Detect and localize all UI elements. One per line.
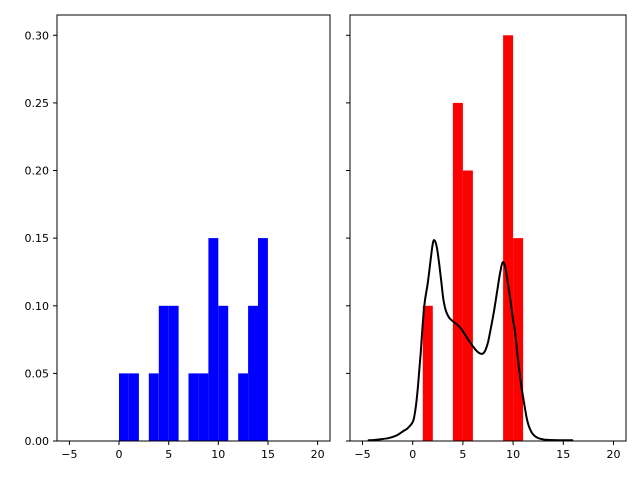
y-tick-label: 0.05 — [25, 367, 50, 380]
plot-background — [57, 15, 330, 441]
y-tick-label: 0.25 — [25, 97, 50, 110]
histogram-bar — [208, 238, 219, 441]
plot-background — [350, 15, 626, 441]
histogram-bar — [168, 305, 179, 441]
histogram-bar — [462, 170, 473, 441]
y-tick-label: 0.15 — [25, 232, 50, 245]
x-tick-label: 0 — [409, 448, 416, 461]
x-tick-label: 5 — [459, 448, 466, 461]
histogram-bar — [218, 305, 229, 441]
x-tick-label: 20 — [607, 448, 621, 461]
y-tick-label: 0.10 — [25, 300, 50, 313]
histogram-bar — [188, 373, 199, 441]
y-tick-label: 0.30 — [25, 29, 50, 42]
left-histogram: −5 0 5 10 15 20 0.00 0.05 0.10 0.15 0.20 0.25 0.30 — [25, 14, 331, 461]
x-tick-label: 0 — [116, 448, 123, 461]
x-tick-label: 5 — [165, 448, 172, 461]
histogram-bar — [119, 373, 129, 441]
x-tick-label: −5 — [354, 448, 370, 461]
x-tick-label: 15 — [261, 448, 275, 461]
kde-curve — [367, 239, 574, 442]
x-tick-label: 10 — [506, 448, 520, 461]
y-tick-label: 0.20 — [25, 165, 50, 178]
histogram-bar — [422, 305, 433, 441]
histogram-bar — [198, 373, 209, 441]
histogram-bar — [158, 305, 169, 441]
histogram-bar — [503, 35, 514, 442]
right-histogram-with-kde: −5 0 5 10 15 20 — [346, 14, 627, 461]
x-tick-label: −5 — [61, 448, 77, 461]
x-tick-label: 20 — [311, 448, 325, 461]
x-tick-label: 15 — [556, 448, 570, 461]
axes-frame — [56, 14, 331, 442]
histogram-bar — [248, 305, 258, 441]
histogram-bar — [258, 238, 268, 441]
x-tick-label: 10 — [211, 448, 225, 461]
histogram-bar — [148, 373, 159, 441]
histogram-bar — [129, 373, 139, 441]
axes-frame — [349, 14, 627, 442]
histogram-bar — [238, 373, 249, 441]
histogram-bar — [452, 102, 463, 442]
histogram-bar — [513, 238, 524, 441]
y-tick-label: 0.00 — [25, 435, 50, 448]
